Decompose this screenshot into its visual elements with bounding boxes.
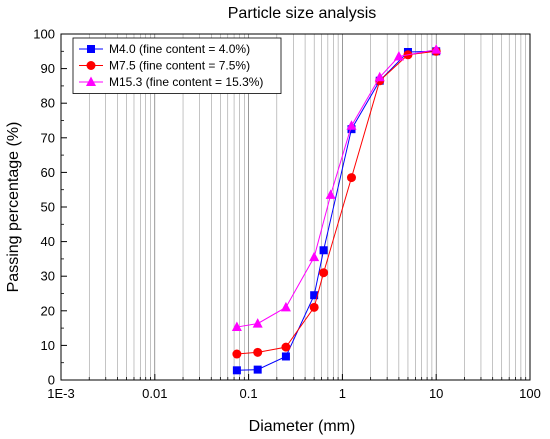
- axis-ticks: 1E-3 0.01 0.1 1 10 100 0 10 20 30 40 50 60 70 80 90 100: [33, 27, 541, 402]
- y-tick-label: 40: [41, 234, 55, 249]
- data-point: [232, 349, 242, 359]
- legend-marker: [86, 61, 96, 70]
- x-tick-label: 1E-3: [47, 386, 74, 401]
- x-tick-label: 0.01: [142, 386, 167, 401]
- data-point: [253, 365, 262, 374]
- x-tick-label: 100: [519, 386, 541, 401]
- y-tick-label: 100: [33, 27, 55, 42]
- data-point: [252, 318, 263, 328]
- data-point: [310, 291, 319, 300]
- data-point: [346, 173, 356, 183]
- series-line: [236, 50, 437, 355]
- chart-title: Particle size analysis: [228, 5, 377, 22]
- data-point: [325, 189, 336, 199]
- series-layer: [231, 44, 442, 375]
- data-point: [319, 268, 329, 278]
- y-tick-label: 0: [48, 373, 55, 388]
- legend-label: M15.3 (fine content = 15.3%): [109, 75, 263, 89]
- y-tick-label: 10: [41, 338, 55, 353]
- y-tick-label: 50: [41, 200, 55, 215]
- series: [232, 47, 441, 375]
- data-point: [281, 342, 291, 352]
- y-tick-label: 90: [41, 61, 55, 76]
- y-tick-label: 30: [41, 269, 55, 284]
- data-point: [309, 251, 320, 262]
- data-point: [231, 321, 242, 332]
- data-point: [431, 44, 442, 54]
- data-point: [346, 120, 357, 130]
- legend-box: [72, 37, 282, 94]
- legend-marker: [86, 76, 96, 86]
- series-line: [236, 50, 437, 371]
- data-point: [309, 302, 319, 312]
- x-tick-label: 0.1: [240, 386, 258, 401]
- legend: M4.0 (fine content = 4.0%) M7.5 (fine con…: [72, 37, 282, 94]
- y-tick-label: 20: [41, 303, 55, 318]
- data-point: [319, 246, 328, 255]
- data-point: [281, 352, 290, 361]
- x-tick-label: 1: [339, 386, 346, 401]
- data-point: [232, 366, 241, 375]
- series: [231, 44, 442, 332]
- legend-label: M7.5 (fine content = 7.5%): [109, 59, 250, 73]
- y-tick-label: 70: [41, 130, 55, 145]
- x-axis-title: Diameter (mm): [249, 418, 356, 435]
- y-tick-label: 60: [41, 165, 55, 180]
- legend-label: M4.0 (fine content = 4.0%): [109, 42, 250, 56]
- data-point: [374, 71, 385, 82]
- x-tick-label: 10: [429, 386, 443, 401]
- data-point: [393, 50, 404, 61]
- data-point: [253, 347, 263, 357]
- y-tick-label: 80: [41, 96, 55, 111]
- y-axis-title: Passing percentage (%): [5, 122, 22, 293]
- legend-marker: [87, 45, 95, 53]
- data-point: [280, 301, 291, 312]
